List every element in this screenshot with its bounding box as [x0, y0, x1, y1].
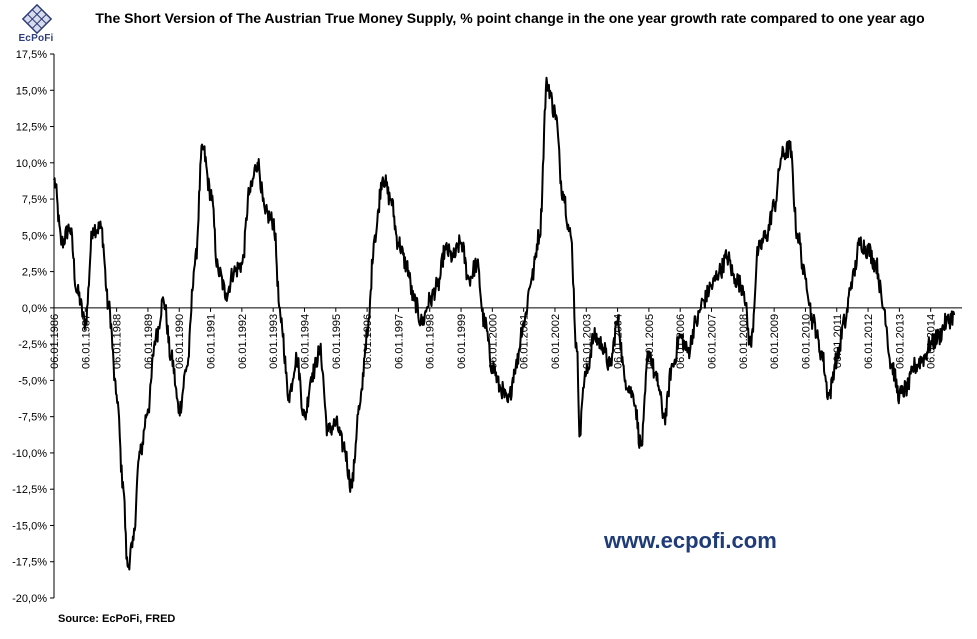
x-tick-label: 06.01.2012: [863, 314, 875, 369]
x-tick-label: 06.01.1991: [206, 314, 218, 369]
x-tick-label: 06.01.1997: [393, 314, 405, 369]
x-tick-label: 06.01.1998: [425, 314, 437, 369]
x-tick-label: 06.01.1992: [237, 314, 249, 369]
y-tick-label: -10,0%: [12, 448, 47, 460]
x-tick-label: 06.01.2013: [894, 314, 906, 369]
x-tick-label: 06.01.1993: [268, 314, 280, 369]
y-tick-label: -5,0%: [18, 375, 47, 387]
ecpofi-logo: EcPoFi: [10, 3, 64, 50]
x-tick-label: 06.01.1995: [331, 314, 343, 369]
x-tick-label: 06.01.2010: [800, 314, 812, 369]
y-tick-label: 0,0%: [22, 303, 47, 315]
chart-title: The Short Version of The Austrian True M…: [95, 10, 925, 26]
x-tick-label: 06.01.2009: [769, 314, 781, 369]
y-tick-label: -7,5%: [18, 412, 47, 424]
x-tick-label: 06.01.1994: [299, 314, 311, 369]
logo-diamond-icon: [21, 3, 53, 35]
y-tick-label: 12,5%: [16, 122, 47, 134]
x-tick-label: 06.01.1987: [80, 314, 92, 369]
y-tick-label: -2,5%: [18, 339, 47, 351]
x-tick-label: 06.01.2007: [707, 314, 719, 369]
x-tick-label: 06.01.2006: [675, 314, 687, 369]
watermark: www.ecpofi.com: [604, 528, 777, 553]
y-tick-label: 17,5%: [16, 49, 47, 61]
y-tick-label: 10,0%: [16, 158, 47, 170]
y-tick-label: -15,0%: [12, 520, 47, 532]
y-tick-label: -12,5%: [12, 484, 47, 496]
y-tick-label: -20,0%: [12, 593, 47, 605]
logo-text: EcPoFi: [18, 33, 54, 44]
series-line: [53, 76, 956, 571]
x-tick-label: 06.01.1999: [456, 314, 468, 369]
source-note: Source: EcPoFi, FRED: [58, 613, 176, 625]
x-tick-label: 06.01.2002: [550, 314, 562, 369]
y-tick-label: 2,5%: [22, 267, 47, 279]
y-tick-label: 5,0%: [22, 230, 47, 242]
y-tick-label: 7,5%: [22, 194, 47, 206]
x-tick-label: 06.01.1990: [174, 314, 186, 369]
x-tick-label: 06.01.2011: [832, 314, 844, 368]
x-tick-label: 06.01.1986: [49, 314, 61, 369]
y-tick-label: 15,0%: [16, 85, 47, 97]
y-tick-label: -17,5%: [12, 557, 47, 569]
series-layer: [53, 76, 956, 571]
x-tick-label: 06.01.1988: [112, 314, 124, 369]
